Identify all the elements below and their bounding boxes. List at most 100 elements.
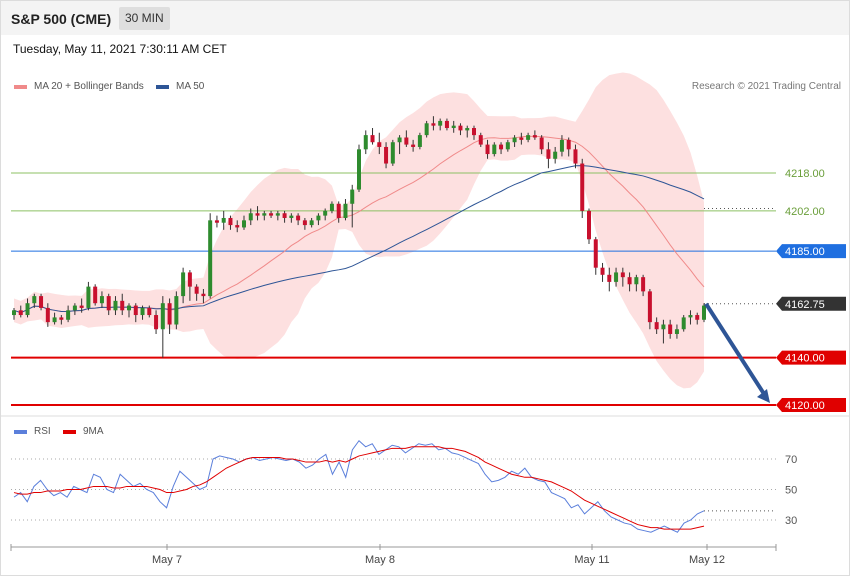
candle-body	[526, 135, 531, 140]
candle-body	[214, 220, 219, 223]
candle	[458, 123, 463, 136]
candle-body	[93, 286, 98, 304]
candle-body	[235, 225, 240, 228]
candle-body	[566, 139, 571, 150]
candle	[688, 310, 693, 325]
legend-rsi-label: RSI	[34, 426, 51, 437]
candle-body	[668, 324, 673, 334]
legend-9ma: 9MA	[63, 426, 104, 437]
candle-body	[309, 220, 314, 226]
candle	[634, 274, 639, 292]
candle-body	[539, 137, 544, 150]
candle-body	[323, 210, 328, 216]
candle-body	[695, 315, 700, 320]
legend-ma50: MA 50	[156, 81, 204, 92]
level-4218.00: 4218.00	[11, 168, 825, 180]
candle	[194, 284, 199, 301]
candle	[424, 120, 429, 138]
candle	[627, 272, 632, 292]
ma50-swatch	[156, 84, 169, 89]
credit-text: Research © 2021 Trading Central	[691, 81, 841, 92]
candle	[93, 284, 98, 306]
candle	[397, 135, 402, 155]
candle-body	[553, 151, 558, 159]
candle-body	[411, 144, 416, 147]
rsi-level-label: 50	[785, 485, 797, 497]
candle-body	[18, 310, 23, 316]
candle	[296, 213, 301, 226]
candle	[607, 267, 612, 292]
candle-body	[289, 215, 294, 218]
candle-body	[140, 307, 145, 316]
candle	[262, 210, 267, 221]
candle-body	[478, 135, 483, 145]
candle-body	[458, 125, 463, 131]
level-tag	[776, 296, 846, 311]
candle	[18, 305, 23, 318]
candle	[309, 217, 314, 228]
candle-body	[32, 296, 37, 304]
level-label: 4218.00	[785, 168, 825, 180]
candle-body	[269, 213, 274, 216]
candle-body	[181, 272, 186, 297]
level-label: 4120.00	[785, 400, 825, 412]
candle-body	[465, 128, 470, 131]
candle	[532, 130, 537, 140]
candle-body	[647, 291, 652, 323]
candle-body	[546, 149, 551, 159]
candle-body	[133, 305, 138, 316]
interval-button[interactable]: 30 MIN	[119, 7, 170, 30]
ma9-swatch	[63, 429, 76, 434]
candle-body	[99, 296, 104, 304]
candle-body	[275, 213, 280, 216]
candle-body	[472, 128, 476, 136]
candle-body	[296, 215, 301, 221]
candle	[12, 307, 16, 320]
level-4202.00: 4202.00	[11, 206, 825, 218]
legend-9ma-label: 9MA	[83, 426, 104, 437]
candle-body	[512, 137, 517, 143]
candle-body	[654, 322, 659, 330]
candle	[647, 289, 652, 330]
candle	[39, 293, 44, 311]
candle	[641, 274, 646, 297]
candle	[566, 137, 571, 157]
candle	[451, 120, 456, 133]
symbol-title: S&P 500 (CME)	[11, 11, 112, 27]
candle	[512, 135, 517, 147]
level-4185.00: 4185.00	[11, 244, 846, 259]
candle-body	[431, 123, 436, 126]
candle	[208, 213, 213, 299]
timestamp: Tuesday, May 11, 2021 7:30:11 AM CET	[13, 42, 227, 56]
candle-body	[194, 286, 199, 294]
candle	[492, 142, 497, 157]
candle-body	[492, 144, 497, 155]
ma20-swatch	[14, 84, 27, 89]
candle	[167, 298, 172, 334]
candle	[174, 291, 179, 330]
rsi-level-label: 70	[785, 454, 797, 466]
candle-body	[580, 163, 585, 211]
candle	[269, 210, 274, 218]
candle	[66, 305, 71, 323]
candle	[702, 303, 706, 323]
candle	[221, 210, 226, 230]
candle-body	[25, 303, 30, 316]
rsi-swatch	[14, 429, 27, 434]
candle-body	[208, 220, 213, 297]
candle	[72, 303, 77, 316]
candle-body	[397, 137, 402, 143]
candle-body	[242, 220, 246, 228]
legend-ma20-label: MA 20 + Bollinger Bands	[34, 81, 144, 92]
candle-body	[424, 123, 429, 136]
rsi-level-label: 30	[785, 515, 797, 527]
candle	[329, 201, 334, 214]
candle	[336, 201, 341, 223]
level-label: 4185.00	[785, 246, 825, 258]
candle	[593, 236, 598, 275]
candle	[620, 267, 625, 287]
candle	[302, 217, 307, 230]
candle-body	[634, 277, 639, 285]
candle-body	[377, 142, 382, 147]
